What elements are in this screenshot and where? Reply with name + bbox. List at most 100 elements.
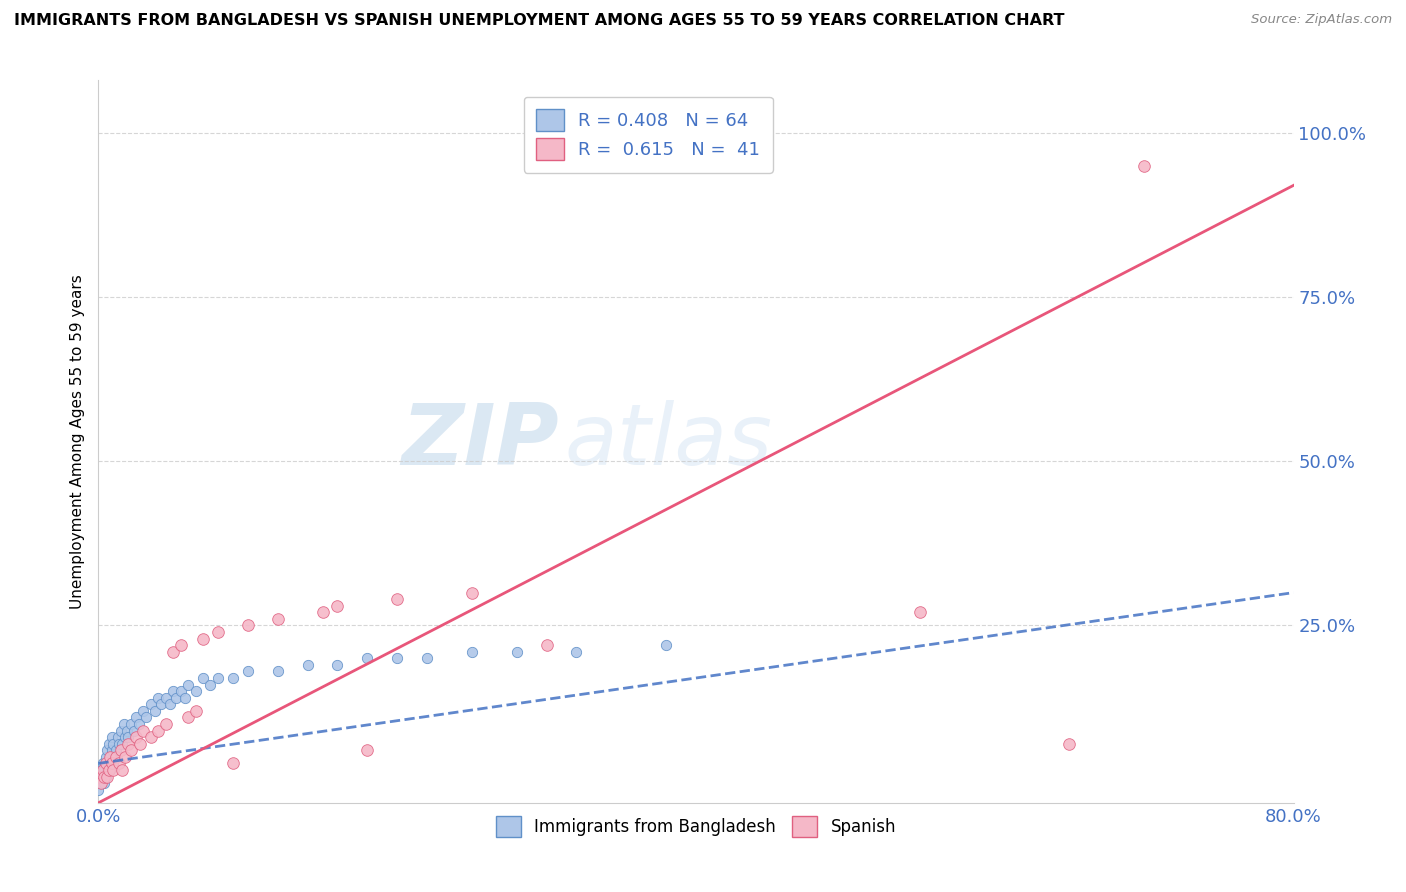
Point xyxy=(97,756,120,771)
Point xyxy=(159,698,181,712)
Point xyxy=(89,770,111,784)
Point xyxy=(155,717,177,731)
Point xyxy=(207,625,229,640)
Point xyxy=(108,737,131,751)
Point xyxy=(96,743,118,757)
Point xyxy=(117,730,139,744)
Point xyxy=(89,776,111,790)
Point xyxy=(132,723,155,738)
Point xyxy=(1133,159,1156,173)
Text: atlas: atlas xyxy=(565,400,772,483)
Point xyxy=(110,723,132,738)
Point xyxy=(267,612,290,626)
Point xyxy=(165,690,187,705)
Point xyxy=(97,737,120,751)
Point xyxy=(177,710,200,724)
Point xyxy=(98,749,122,764)
Point xyxy=(132,704,155,718)
Point xyxy=(96,770,118,784)
Point xyxy=(115,723,138,738)
Point xyxy=(101,743,124,757)
Point xyxy=(385,592,409,607)
Point xyxy=(93,763,115,777)
Point xyxy=(101,756,124,771)
Point xyxy=(111,763,134,777)
Point xyxy=(93,776,115,790)
Point xyxy=(207,671,229,685)
Point xyxy=(222,756,245,771)
Y-axis label: Unemployment Among Ages 55 to 59 years: Unemployment Among Ages 55 to 59 years xyxy=(69,274,84,609)
Point xyxy=(90,776,112,790)
Point xyxy=(114,749,136,764)
Point xyxy=(120,743,142,757)
Point xyxy=(565,645,588,659)
Point xyxy=(98,749,122,764)
Point xyxy=(385,651,409,665)
Point xyxy=(162,684,184,698)
Point xyxy=(104,749,127,764)
Point xyxy=(94,749,117,764)
Point xyxy=(311,605,333,619)
Point xyxy=(139,730,162,744)
Point xyxy=(107,730,129,744)
Point xyxy=(655,638,678,652)
Point xyxy=(461,585,484,599)
Point xyxy=(93,770,115,784)
Point xyxy=(101,730,124,744)
Point xyxy=(108,756,131,771)
Text: Source: ZipAtlas.com: Source: ZipAtlas.com xyxy=(1251,13,1392,27)
Point xyxy=(89,770,111,784)
Point xyxy=(191,671,214,685)
Point xyxy=(416,651,439,665)
Point xyxy=(125,710,148,724)
Legend: Immigrants from Bangladesh, Spanish: Immigrants from Bangladesh, Spanish xyxy=(488,808,904,845)
Point xyxy=(267,665,290,679)
Point xyxy=(461,645,484,659)
Point xyxy=(326,657,349,672)
Point xyxy=(87,782,110,797)
Point xyxy=(105,743,128,757)
Point xyxy=(103,763,125,777)
Point xyxy=(112,717,135,731)
Point xyxy=(536,638,558,652)
Point xyxy=(94,770,117,784)
Point xyxy=(91,763,114,777)
Point xyxy=(174,690,197,705)
Point xyxy=(128,717,150,731)
Point xyxy=(139,698,162,712)
Point xyxy=(191,632,214,646)
Point xyxy=(236,618,259,632)
Text: ZIP: ZIP xyxy=(401,400,558,483)
Point xyxy=(103,737,125,751)
Point xyxy=(103,756,125,771)
Point xyxy=(506,645,529,659)
Point xyxy=(222,671,245,685)
Point xyxy=(184,684,207,698)
Point xyxy=(148,690,170,705)
Point xyxy=(148,723,170,738)
Point xyxy=(90,776,112,790)
Point xyxy=(114,730,136,744)
Point xyxy=(200,677,222,691)
Point xyxy=(169,638,191,652)
Point xyxy=(97,763,120,777)
Point xyxy=(125,730,148,744)
Point xyxy=(236,665,259,679)
Point xyxy=(1059,737,1081,751)
Point xyxy=(96,763,118,777)
Point xyxy=(110,743,132,757)
Text: IMMIGRANTS FROM BANGLADESH VS SPANISH UNEMPLOYMENT AMONG AGES 55 TO 59 YEARS COR: IMMIGRANTS FROM BANGLADESH VS SPANISH UN… xyxy=(14,13,1064,29)
Point xyxy=(91,770,114,784)
Point xyxy=(177,677,200,691)
Point xyxy=(105,749,128,764)
Point xyxy=(356,743,378,757)
Point xyxy=(169,684,191,698)
Point xyxy=(94,756,117,771)
Point xyxy=(120,717,142,731)
Point xyxy=(155,690,177,705)
Point xyxy=(356,651,378,665)
Point xyxy=(143,704,166,718)
Point xyxy=(98,763,122,777)
Point xyxy=(326,599,349,613)
Point xyxy=(162,645,184,659)
